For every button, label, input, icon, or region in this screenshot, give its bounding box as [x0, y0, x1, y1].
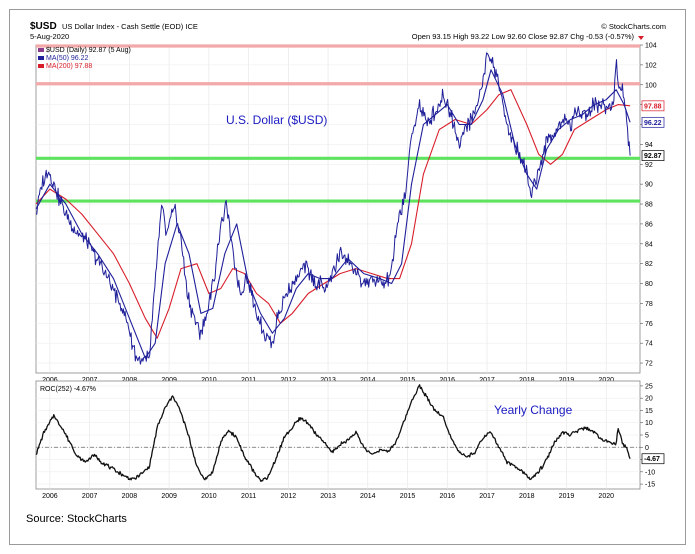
- y-tick-label: 72: [645, 361, 653, 368]
- price-annotation: U.S. Dollar ($USD): [226, 113, 327, 127]
- x-tick-label: 2016: [439, 493, 455, 500]
- x-tick-label: 2008: [122, 493, 138, 500]
- x-tick-label: 2013: [320, 493, 336, 500]
- x-tick-label: 2011: [241, 493, 256, 500]
- x-tick-label: 2016: [439, 377, 455, 384]
- y-tick-label: 76: [645, 321, 653, 328]
- usd-chart: $USD US Dollar Index - Cash Settle (EOD)…: [26, 21, 666, 525]
- y-tick-label: 80: [645, 281, 653, 288]
- legend-roc: ROC(252) -4.67%: [40, 386, 96, 393]
- y-tick-label: 78: [645, 301, 653, 308]
- x-tick-label: 2017: [479, 377, 495, 384]
- usd-price-line: [35, 52, 631, 365]
- y-tick-label: 82: [645, 261, 653, 268]
- roc-annotation: Yearly Change: [494, 403, 573, 417]
- value-tag-box: [641, 453, 665, 465]
- y-tick-label: 102: [645, 62, 657, 69]
- value-tag-label: 97.88: [644, 103, 662, 110]
- ohlc-readout: Open 93.15 High 93.22 Low 92.60 Close 92…: [412, 32, 635, 41]
- x-tick-label: 2008: [122, 377, 138, 384]
- y-tick-label: 0: [645, 445, 649, 452]
- x-tick-label: 2019: [559, 377, 575, 384]
- brand-label: © StockCharts.com: [601, 22, 666, 31]
- down-arrow-icon: [638, 36, 644, 40]
- y-tick-label: 86: [645, 221, 653, 228]
- instrument-name: US Dollar Index - Cash Settle (EOD) ICE: [62, 22, 198, 31]
- source-note: Source: StockCharts: [26, 513, 127, 525]
- value-tag-box: [641, 116, 665, 128]
- x-tick-label: 2006: [42, 493, 58, 500]
- legend-ma200: MA(200) 97.88: [46, 63, 92, 70]
- x-tick-label: 2010: [201, 377, 217, 384]
- y-tick-label: 100: [645, 82, 657, 89]
- y-tick-label: 5: [645, 433, 649, 440]
- price-plot-area: [35, 44, 641, 374]
- roc-line: [35, 384, 631, 483]
- value-tag-label: 92.87: [644, 153, 662, 160]
- x-tick-label: 2014: [360, 377, 376, 384]
- legend-swatch-price: [38, 48, 44, 52]
- x-tick-label: 2012: [281, 493, 297, 500]
- x-tick-label: 2007: [82, 377, 98, 384]
- x-tick-label: 2012: [281, 377, 297, 384]
- y-tick-label: 90: [645, 182, 653, 189]
- value-tag-label: 96.22: [644, 120, 662, 127]
- ma50-line: [35, 69, 631, 359]
- y-tick-label: 15: [645, 408, 653, 415]
- y-tick-label: 10: [645, 420, 653, 427]
- value-tag-box: [641, 150, 665, 161]
- x-tick-label: 2018: [519, 493, 535, 500]
- legend-ma50: MA(50) 96.22: [46, 55, 89, 62]
- x-tick-label: 2020: [598, 377, 614, 384]
- x-tick-label: 2014: [360, 493, 376, 500]
- x-tick-label: 2013: [320, 377, 336, 384]
- x-tick-label: 2007: [82, 493, 98, 500]
- y-tick-label: 20: [645, 396, 653, 403]
- x-tick-label: 2015: [400, 493, 416, 500]
- y-tick-label: -15: [645, 482, 655, 489]
- x-tick-label: 2015: [400, 377, 416, 384]
- x-tick-label: 2017: [479, 493, 495, 500]
- x-tick-label: 2011: [241, 377, 256, 384]
- legend-swatch-ma200: [38, 64, 44, 68]
- y-tick-label: 88: [645, 202, 653, 209]
- roc-panel: -15-10-50510152025 -4.67 ROC(252) -4.67%…: [35, 380, 665, 500]
- y-tick-label: 25: [645, 383, 653, 390]
- x-tick-label: 2019: [559, 493, 575, 500]
- symbol: $USD: [30, 21, 57, 32]
- x-tick-label: 2010: [201, 493, 217, 500]
- y-tick-label: 94: [645, 142, 653, 149]
- y-tick-label: 92: [645, 162, 653, 169]
- y-tick-label: 104: [645, 43, 657, 50]
- legend-swatch-ma50: [38, 56, 44, 60]
- chart-date: 5-Aug-2020: [30, 32, 69, 41]
- x-tick-label: 2009: [161, 493, 177, 500]
- y-tick-label: -10: [645, 469, 655, 476]
- x-tick-label: 2018: [519, 377, 535, 384]
- price-panel: 7274767880828486889092949698100102104 97…: [35, 43, 665, 384]
- y-tick-label: 84: [645, 241, 653, 248]
- x-tick-label: 2009: [161, 377, 177, 384]
- chart-frame: $USD US Dollar Index - Cash Settle (EOD)…: [9, 9, 686, 545]
- legend-price: $USD (Daily) 92.87 (5 Aug): [46, 47, 131, 54]
- x-tick-label: 2020: [598, 493, 614, 500]
- y-tick-label: 74: [645, 341, 653, 348]
- value-tag-box: [641, 100, 665, 112]
- value-tag-label: -4.67: [644, 456, 660, 463]
- x-tick-label: 2006: [42, 377, 58, 384]
